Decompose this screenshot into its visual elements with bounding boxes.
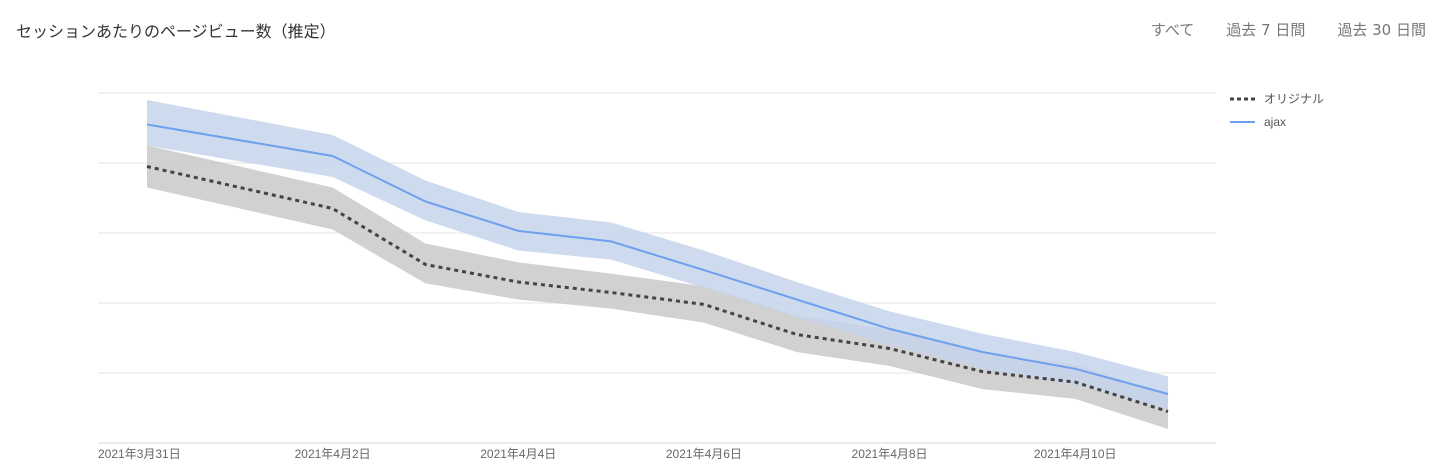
tab-last-30-days[interactable]: 過去 30 日間 bbox=[1337, 21, 1426, 39]
data-point-ajax bbox=[425, 201, 426, 202]
data-point-original bbox=[1168, 411, 1169, 412]
data-point-ajax bbox=[332, 156, 333, 157]
date-range-tabs: すべて 過去 7 日間 過去 30 日間 bbox=[1151, 19, 1426, 40]
chart-title: セッションあたりのページビュー数（推定） bbox=[16, 22, 336, 41]
x-tick-label: 2021年3月31日 bbox=[98, 447, 181, 461]
x-tick-label: 2021年4月6日 bbox=[666, 447, 742, 461]
data-point-original bbox=[1075, 382, 1076, 383]
confidence-band-ajax bbox=[147, 100, 1168, 410]
data-point-original bbox=[147, 166, 148, 167]
x-tick-label: 2021年4月4日 bbox=[480, 447, 556, 461]
data-point-ajax bbox=[982, 352, 983, 353]
x-tick-label: 2021年4月8日 bbox=[852, 447, 928, 461]
data-point-original bbox=[332, 208, 333, 209]
data-point-original bbox=[425, 264, 426, 265]
data-point-ajax bbox=[703, 270, 704, 271]
legend-label: ajax bbox=[1264, 115, 1286, 129]
series-line-ajax bbox=[146, 123, 1169, 395]
data-point-ajax bbox=[889, 328, 890, 329]
data-point-ajax bbox=[147, 124, 148, 125]
tab-last-7-days[interactable]: 過去 7 日間 bbox=[1226, 21, 1306, 39]
data-point-original bbox=[611, 292, 612, 293]
data-point-original bbox=[703, 304, 704, 305]
legend-label: オリジナル bbox=[1264, 92, 1324, 106]
data-point-original bbox=[982, 371, 983, 372]
data-point-original bbox=[889, 348, 890, 349]
legend: オリジナル ajax bbox=[1230, 92, 1324, 129]
data-point-original bbox=[518, 282, 519, 283]
confidence-bands bbox=[147, 100, 1168, 429]
data-point-ajax bbox=[796, 299, 797, 300]
data-point-ajax bbox=[1168, 394, 1169, 395]
tab-all[interactable]: すべて bbox=[1150, 21, 1195, 39]
x-tick-label: 2021年4月10日 bbox=[1034, 447, 1117, 461]
data-point-ajax bbox=[611, 241, 612, 242]
series-lines bbox=[146, 123, 1169, 413]
series-line-original bbox=[146, 165, 1169, 413]
x-tick-label: 2021年4月2日 bbox=[295, 447, 371, 461]
confidence-band-original bbox=[147, 145, 1168, 429]
data-point-ajax bbox=[518, 230, 519, 231]
data-point-original bbox=[796, 334, 797, 335]
x-axis-ticks: 2021年3月31日 2021年4月2日 2021年4月4日 2021年4月6日 202… bbox=[98, 447, 1117, 461]
data-point-ajax bbox=[1075, 368, 1076, 369]
